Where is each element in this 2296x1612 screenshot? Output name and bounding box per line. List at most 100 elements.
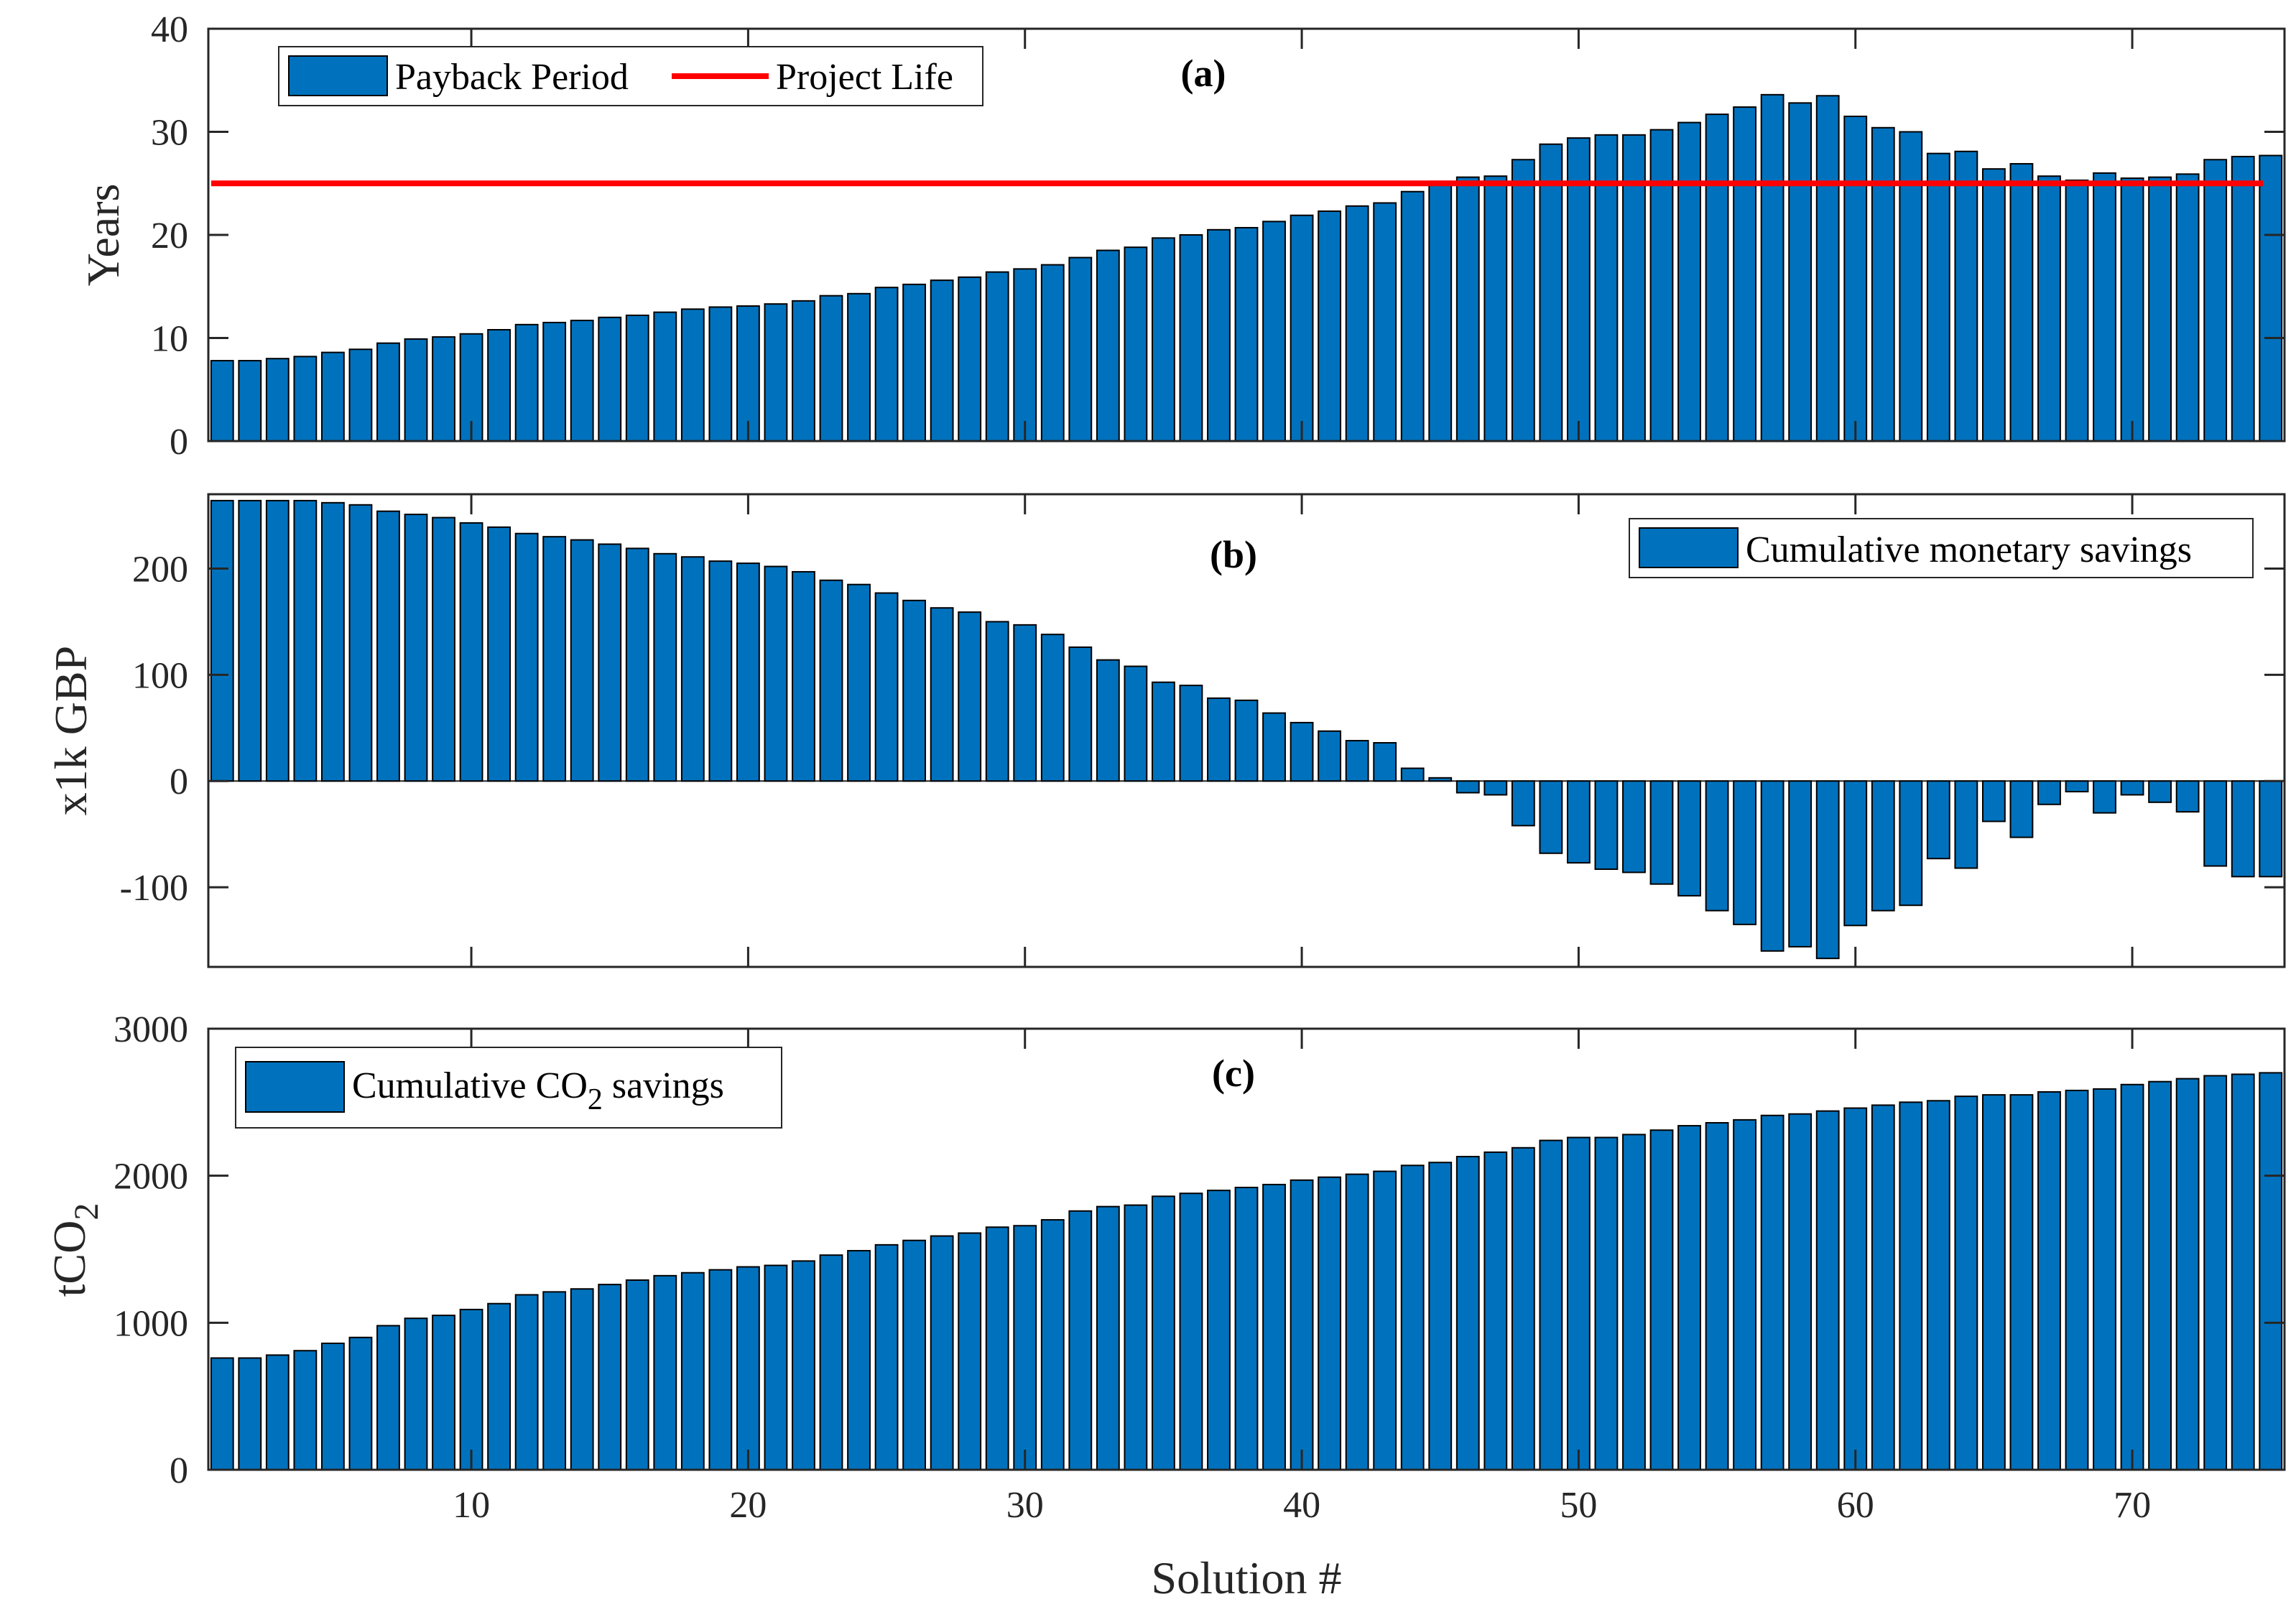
- bar-55: [1705, 1121, 1729, 1471]
- bar-69: [2093, 172, 2116, 442]
- bar-24: [847, 292, 871, 443]
- bar-17: [653, 1274, 677, 1470]
- bar-3: [265, 499, 290, 782]
- bar-19: [708, 306, 733, 443]
- bar-63: [1926, 1100, 1950, 1470]
- x-tick-label: 20: [729, 1485, 767, 1526]
- bar-75: [2259, 1072, 2283, 1470]
- panel-c-tag: (c): [1212, 1052, 1255, 1095]
- bar-60: [1843, 115, 1868, 442]
- bar-69: [2093, 780, 2116, 814]
- bar-13: [542, 321, 567, 442]
- legend-swatch-co2-savings: [245, 1061, 345, 1113]
- y-tick-label: 30: [151, 113, 188, 154]
- bar-64: [1954, 1095, 1978, 1470]
- bar-22: [792, 570, 815, 782]
- bar-75: [2259, 154, 2283, 442]
- y-tick-label: 0: [170, 761, 188, 802]
- bar-42: [1345, 205, 1369, 442]
- bar-25: [874, 1243, 899, 1470]
- bar-4: [293, 356, 318, 442]
- bar-52: [1622, 780, 1646, 874]
- bar-57: [1760, 93, 1785, 442]
- bar-29: [985, 271, 1009, 442]
- bar-66: [2009, 162, 2034, 443]
- bar-2: [238, 1357, 262, 1471]
- legend-label-co2-subscript: 2: [588, 1083, 603, 1116]
- y-tick-label: 0: [170, 1450, 188, 1491]
- bar-38: [1234, 226, 1259, 442]
- bar-27: [930, 1235, 954, 1470]
- bar-29: [985, 621, 1009, 782]
- x-tick-label: 30: [1006, 1485, 1044, 1526]
- legend-label-co2-main: Cumulative CO: [352, 1065, 588, 1106]
- x-axis-label: Solution #: [1152, 1552, 1342, 1603]
- bar-23: [819, 1254, 843, 1470]
- bar-65: [1981, 780, 2006, 823]
- bar-54: [1677, 121, 1701, 443]
- panel-a-bars: [210, 93, 2283, 443]
- bar-20: [736, 562, 760, 782]
- bar-32: [1068, 646, 1093, 782]
- bar-5: [320, 351, 345, 442]
- bar-37: [1207, 697, 1231, 782]
- panel-c-y-label-subscript: 2: [68, 1203, 106, 1220]
- bar-73: [2203, 159, 2228, 442]
- bar-34: [1124, 1204, 1148, 1470]
- panel-a-legend: Payback Period Project Life: [278, 46, 983, 106]
- panel-a-tag: (a): [1181, 52, 1226, 95]
- bar-38: [1234, 1187, 1259, 1471]
- bar-13: [542, 536, 567, 782]
- bar-16: [625, 547, 649, 782]
- bar-58: [1788, 780, 1813, 948]
- bar-21: [764, 303, 788, 442]
- y-tick-label: 100: [132, 655, 188, 696]
- bar-7: [376, 1325, 400, 1470]
- bar-46: [1455, 176, 1480, 442]
- bar-72: [2175, 173, 2200, 443]
- bar-42: [1345, 1173, 1369, 1470]
- bar-35: [1151, 681, 1175, 782]
- panel-a-x-ticks: [470, 29, 2134, 441]
- bar-62: [1899, 780, 1923, 907]
- bar-9: [432, 517, 455, 782]
- y-tick-label: -100: [120, 868, 188, 909]
- bar-1: [210, 360, 234, 443]
- bar-42: [1345, 740, 1369, 782]
- bar-68: [2065, 179, 2089, 442]
- bar-29: [985, 1226, 1009, 1471]
- panel-b-y-label: x1k GBP: [45, 646, 96, 816]
- panel-c-legend: Cumulative CO2 savings: [235, 1047, 782, 1129]
- y-tick-label: 3000: [114, 1009, 188, 1050]
- bar-72: [2175, 1078, 2200, 1470]
- bar-39: [1262, 221, 1286, 442]
- bar-11: [487, 526, 511, 782]
- bar-17: [653, 311, 677, 442]
- bar-12: [514, 323, 539, 442]
- bar-46: [1455, 780, 1480, 794]
- bar-57: [1760, 1114, 1785, 1470]
- bar-13: [542, 1291, 567, 1471]
- bar-46: [1455, 1156, 1480, 1471]
- bar-15: [598, 316, 622, 442]
- bar-36: [1179, 234, 1203, 442]
- bar-40: [1290, 721, 1314, 782]
- bar-33: [1096, 659, 1120, 782]
- bar-25: [874, 592, 899, 782]
- bar-60: [1843, 1107, 1868, 1471]
- x-tick-labels: 10 20 30 40 50 60 70: [453, 1485, 2151, 1526]
- bar-41: [1318, 1176, 1342, 1471]
- bar-60: [1843, 780, 1868, 927]
- bar-21: [764, 565, 788, 782]
- bar-15: [598, 1284, 622, 1470]
- bar-48: [1511, 780, 1535, 827]
- bar-44: [1400, 190, 1425, 442]
- bar-32: [1068, 256, 1093, 442]
- bar-67: [2037, 175, 2061, 443]
- bar-16: [625, 314, 649, 442]
- x-tick-label: 60: [1837, 1485, 1874, 1526]
- bar-9: [432, 336, 455, 442]
- bar-71: [2148, 780, 2172, 803]
- bar-54: [1677, 1125, 1701, 1470]
